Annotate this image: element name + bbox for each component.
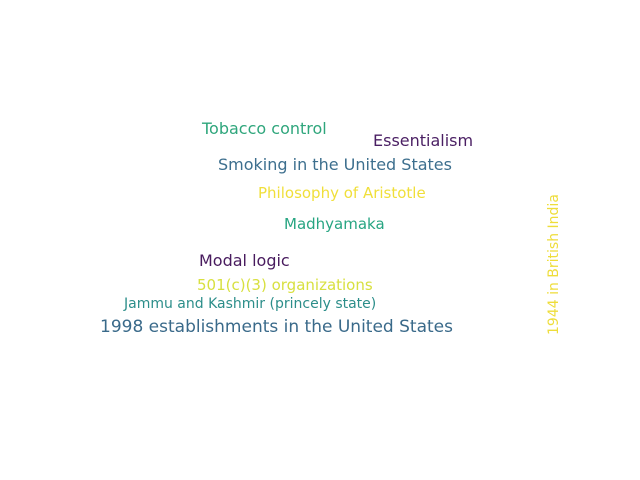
word-essentialism: Essentialism xyxy=(373,131,474,150)
word-madhyamaka: Madhyamaka xyxy=(284,215,385,233)
word-philosophy-of-aristotle: Philosophy of Aristotle xyxy=(258,184,426,202)
word-modal-logic: Modal logic xyxy=(199,251,290,270)
word-jammu-and-kashmir: Jammu and Kashmir (princely state) xyxy=(124,296,377,312)
word-501c3-organizations: 501(c)(3) organizations xyxy=(197,276,373,294)
word-1998-establishments: 1998 establishments in the United States xyxy=(100,317,453,337)
word-1944-in-british-india: 1944 in British India xyxy=(546,194,562,335)
word-tobacco-control: Tobacco control xyxy=(202,119,327,138)
word-smoking-in-the-united-states: Smoking in the United States xyxy=(218,155,452,174)
